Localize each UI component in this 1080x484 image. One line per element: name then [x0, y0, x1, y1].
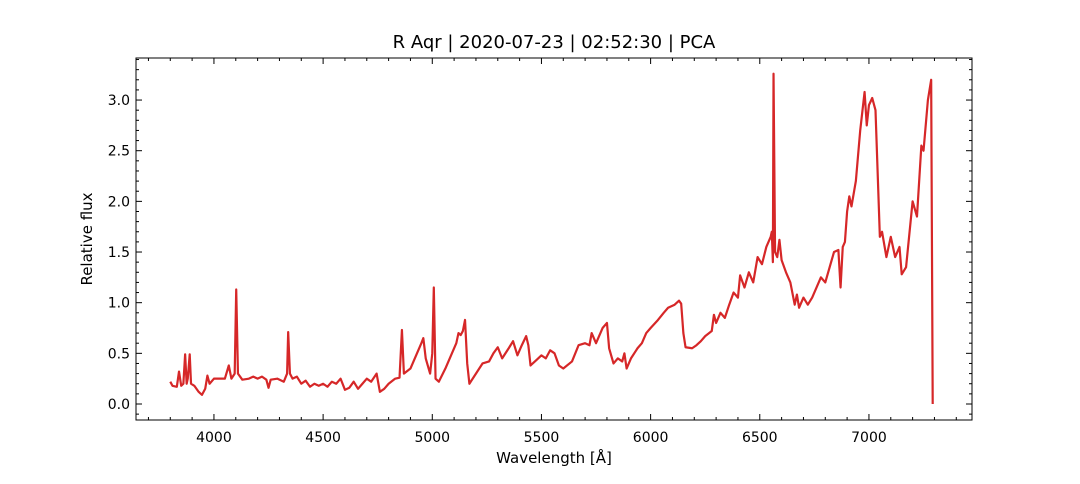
y-axis-label: Relative flux — [78, 192, 96, 285]
x-tick-label: 6500 — [742, 430, 778, 446]
y-tick-label: 2.5 — [108, 144, 130, 160]
x-tick-label: 5500 — [524, 430, 560, 446]
plot-frame — [135, 57, 973, 421]
y-tick-label: 0.0 — [108, 397, 130, 413]
x-tick-label: 6000 — [633, 430, 669, 446]
x-tick-label: 5000 — [414, 430, 450, 446]
y-tick-label: 1.0 — [108, 296, 130, 312]
x-tick-label: 7000 — [851, 430, 887, 446]
x-tick-label: 4000 — [196, 430, 232, 446]
y-tick-label: 0.5 — [108, 346, 130, 362]
chart-title: R Aqr | 2020-07-23 | 02:52:30 | PCA — [393, 32, 716, 53]
x-tick-label: 4500 — [305, 430, 341, 446]
spectrum-line — [169, 72, 934, 404]
y-tick-label: 2.0 — [108, 194, 130, 210]
x-axis-label: Wavelength [Å] — [496, 448, 612, 467]
y-tick-label: 1.5 — [108, 245, 130, 261]
y-tick-label: 3.0 — [108, 93, 130, 109]
